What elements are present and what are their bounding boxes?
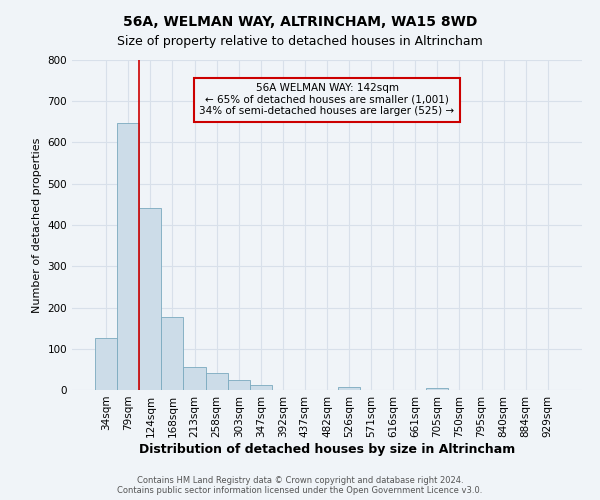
Bar bbox=[161, 316, 184, 390]
Y-axis label: Number of detached properties: Number of detached properties bbox=[32, 138, 42, 312]
Bar bbox=[250, 385, 272, 390]
Bar bbox=[338, 386, 360, 390]
Bar bbox=[206, 372, 227, 390]
Bar bbox=[139, 208, 161, 390]
Text: 56A, WELMAN WAY, ALTRINCHAM, WA15 8WD: 56A, WELMAN WAY, ALTRINCHAM, WA15 8WD bbox=[123, 15, 477, 29]
Bar bbox=[427, 388, 448, 390]
Bar bbox=[117, 122, 139, 390]
Text: Contains HM Land Registry data © Crown copyright and database right 2024.
Contai: Contains HM Land Registry data © Crown c… bbox=[118, 476, 482, 495]
Bar bbox=[184, 368, 206, 390]
X-axis label: Distribution of detached houses by size in Altrincham: Distribution of detached houses by size … bbox=[139, 442, 515, 456]
Text: Size of property relative to detached houses in Altrincham: Size of property relative to detached ho… bbox=[117, 35, 483, 48]
Text: 56A WELMAN WAY: 142sqm
← 65% of detached houses are smaller (1,001)
34% of semi-: 56A WELMAN WAY: 142sqm ← 65% of detached… bbox=[199, 83, 455, 116]
Bar bbox=[95, 338, 117, 390]
Bar bbox=[227, 380, 250, 390]
